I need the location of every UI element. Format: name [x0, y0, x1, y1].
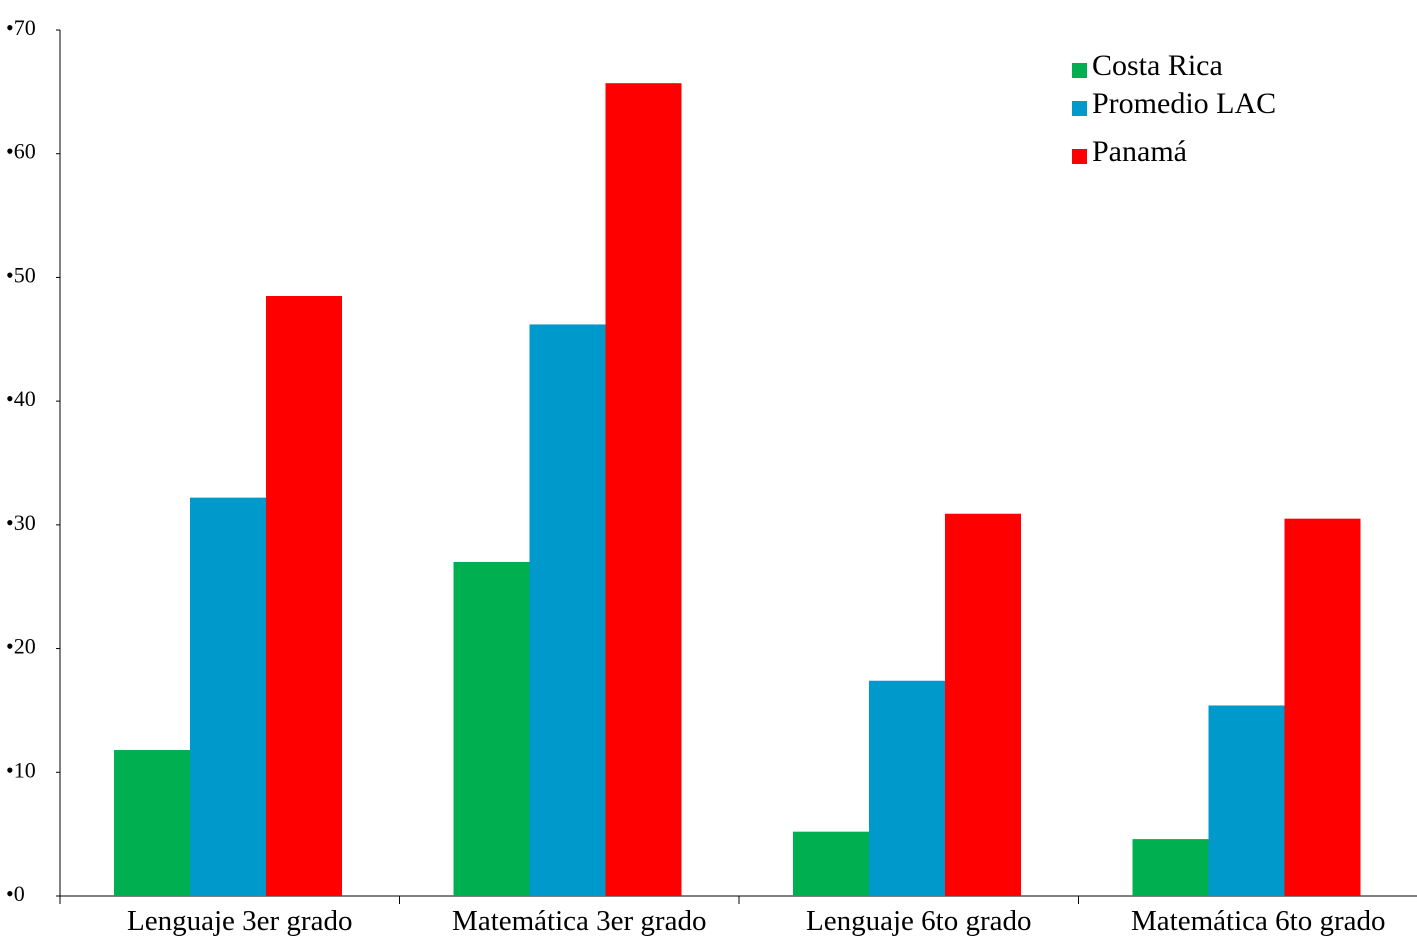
y-tick-label: •0: [6, 881, 25, 906]
y-tick-label: •30: [6, 510, 36, 535]
bar-costa-rica: [793, 831, 869, 896]
legend-label: Panamá: [1092, 135, 1187, 168]
y-tick-label: •40: [6, 386, 36, 411]
bar-panamá: [605, 83, 682, 896]
y-tick-label: •10: [6, 757, 36, 782]
y-tick-label: •20: [6, 634, 36, 659]
bar-costa-rica: [453, 561, 530, 896]
x-category-label: Matemática 6to grado: [1131, 905, 1385, 937]
legend-label: Costa Rica: [1092, 49, 1223, 82]
legend-swatch: [1072, 149, 1087, 164]
legend-swatch: [1072, 101, 1087, 116]
y-tick-label: •50: [6, 262, 36, 287]
bar-panamá: [1284, 518, 1361, 896]
y-tick-label: •60: [6, 139, 36, 164]
legend-swatch: [1072, 63, 1087, 78]
bar-promedio-lac: [529, 324, 606, 896]
x-category-label: Matemática 3er grado: [452, 905, 706, 937]
bar-promedio-lac: [869, 680, 945, 896]
bar-costa-rica: [1132, 839, 1209, 896]
bar-panamá: [945, 513, 1021, 896]
y-tick-label: •70: [6, 15, 36, 40]
x-category-label: Lenguaje 6to grado: [806, 905, 1031, 937]
legend-label: Promedio LAC: [1092, 87, 1276, 120]
bar-panamá: [266, 295, 342, 896]
bar-promedio-lac: [190, 497, 266, 896]
bar-promedio-lac: [1208, 705, 1285, 896]
x-category-label: Lenguaje 3er grado: [127, 905, 352, 937]
bar-costa-rica: [114, 750, 190, 896]
